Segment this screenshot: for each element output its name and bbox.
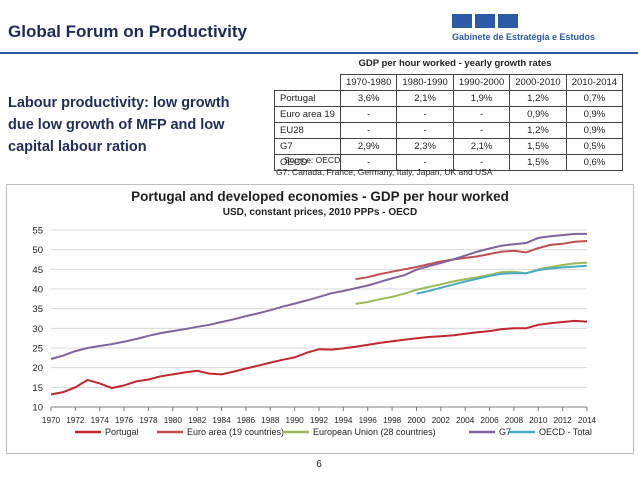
x-tick-label: 2006 bbox=[480, 416, 499, 425]
x-tick-label: 1994 bbox=[334, 416, 353, 425]
x-tick-label: 1974 bbox=[91, 416, 110, 425]
series-line bbox=[355, 240, 588, 281]
table-cell: - bbox=[339, 106, 398, 123]
table-cell: 0,5% bbox=[565, 138, 624, 155]
series-line bbox=[50, 319, 588, 396]
table-cell: 0,9% bbox=[565, 122, 624, 139]
table-header-cell bbox=[275, 75, 341, 91]
table-header-row: 1970-1980 1980-1990 1990-2000 2000-2010 2010… bbox=[275, 74, 624, 91]
table-cell: - bbox=[339, 122, 398, 139]
legend-label: Portugal bbox=[105, 427, 139, 437]
page-number: 6 bbox=[316, 459, 322, 470]
x-tick-label: 2004 bbox=[456, 416, 475, 425]
table-cell: 2,9% bbox=[339, 138, 398, 155]
y-tick-label: 55 bbox=[32, 226, 43, 237]
slide-subtitle: Labour productivity: low growth due low … bbox=[8, 95, 230, 155]
x-tick-label: 1970 bbox=[42, 416, 61, 425]
series-line bbox=[50, 232, 587, 360]
table-row: G7 2,9% 2,3% 2,1% 1,5% 0,5% bbox=[274, 138, 624, 155]
table-row-label: G7 bbox=[274, 138, 341, 155]
table-row: Euro area 19- - -0,9% 0,9% bbox=[274, 106, 624, 123]
y-tick-label: 30 bbox=[32, 324, 43, 335]
table-row-label: Portugal bbox=[274, 90, 341, 107]
slide-title: Global Forum on Productivity bbox=[8, 22, 247, 41]
table-cell: 0,9% bbox=[509, 106, 567, 123]
table-header-cell: 1970-1980 bbox=[339, 74, 398, 91]
x-tick-label: 1998 bbox=[383, 416, 402, 425]
table-source: Source: OECD bbox=[284, 155, 341, 165]
legend-label: G7 bbox=[499, 427, 511, 437]
x-tick-label: 1976 bbox=[115, 416, 134, 425]
table-row-label: OECD bbox=[274, 154, 341, 171]
table-row: OECD - - -1,5% 0,6% bbox=[274, 154, 624, 171]
table-cell: 0,6% bbox=[565, 154, 624, 171]
table-cell: - bbox=[396, 154, 454, 171]
table-cell: 1,2% bbox=[509, 90, 567, 107]
table-row: EU28- - -1,2% 0,9% bbox=[274, 122, 624, 139]
table-header-cell: 2000-2010 bbox=[509, 74, 567, 91]
x-tick-label: 1978 bbox=[139, 416, 158, 425]
table-cell: 0,7% bbox=[565, 90, 624, 107]
table-header-cell: 2010-2014 bbox=[565, 74, 624, 91]
table-cell: 1,5% bbox=[509, 154, 567, 171]
table-header-cell: 1980-1990 bbox=[396, 74, 454, 91]
table-cell: 2,3% bbox=[396, 138, 454, 155]
table-row-label: EU28 bbox=[274, 122, 341, 139]
y-tick-label: 20 bbox=[32, 363, 43, 374]
x-tick-label: 1980 bbox=[164, 416, 183, 425]
line-chart: Portugal and developed economies - GDP p… bbox=[32, 189, 597, 437]
y-tick-label: 25 bbox=[32, 344, 43, 355]
table-cell: 3,6% bbox=[339, 90, 398, 107]
series-line bbox=[416, 264, 588, 295]
table-cell: 1,2% bbox=[509, 122, 567, 139]
x-tick-label: 2012 bbox=[554, 416, 573, 425]
legend-label: OECD - Total bbox=[539, 427, 592, 437]
chart-subtitle: USD, constant prices, 2010 PPPs - OECD bbox=[223, 207, 418, 218]
logo-boxes-icon bbox=[452, 14, 521, 33]
y-tick-label: 40 bbox=[32, 285, 43, 296]
x-tick-label: 1996 bbox=[359, 416, 378, 425]
y-tick-label: 50 bbox=[32, 245, 43, 256]
x-tick-label: 1972 bbox=[66, 416, 85, 425]
x-tick-label: 1984 bbox=[212, 416, 231, 425]
table-cell: 1,5% bbox=[509, 138, 567, 155]
chart-title: Portugal and developed economies - GDP p… bbox=[131, 189, 509, 204]
x-tick-label: 1988 bbox=[261, 416, 280, 425]
x-tick-label: 2002 bbox=[432, 416, 451, 425]
table-cell: - bbox=[396, 106, 454, 123]
logo-text: Gabinete de Estratégia e Estudos bbox=[452, 32, 596, 42]
x-tick-label: 1982 bbox=[188, 416, 207, 425]
header-rule bbox=[0, 52, 638, 54]
y-tick-label: 35 bbox=[32, 304, 43, 315]
table-row: Portugal 3,6% 2,1% 1,9% 1,2% 0,7% bbox=[274, 90, 624, 107]
series-line bbox=[355, 261, 588, 305]
table-cell: 2,1% bbox=[452, 138, 511, 155]
x-tick-label: 2008 bbox=[505, 416, 524, 425]
y-tick-label: 45 bbox=[32, 265, 43, 276]
table-cell: 2,1% bbox=[396, 90, 454, 107]
table-row-label: Euro area 19 bbox=[274, 106, 341, 123]
x-tick-label: 2014 bbox=[578, 416, 597, 425]
table-cell: - bbox=[452, 106, 511, 123]
legend-label: European Union (28 countries) bbox=[313, 427, 436, 437]
table-note: G7: Canada, France, Germany, Italy, Japa… bbox=[276, 167, 493, 177]
table-header-cell: 1990-2000 bbox=[452, 74, 511, 91]
table-cell: - bbox=[452, 122, 511, 139]
x-tick-label: 1986 bbox=[237, 416, 256, 425]
table-cell: 1,9% bbox=[452, 90, 511, 107]
x-tick-label: 1990 bbox=[286, 416, 305, 425]
y-tick-label: 15 bbox=[32, 383, 43, 394]
x-tick-label: 1992 bbox=[310, 416, 329, 425]
legend-label: Euro area (19 countries) bbox=[187, 427, 284, 437]
table-title: GDP per hour worked - yearly growth rate… bbox=[358, 58, 552, 69]
logo: Gabinete de Estratégia e Estudos bbox=[452, 8, 632, 48]
table-cell: 0,9% bbox=[565, 106, 624, 123]
y-tick-label: 10 bbox=[32, 403, 43, 414]
growth-table: 1970-1980 1980-1990 1990-2000 2000-2010 2010… bbox=[274, 74, 624, 171]
table-cell: - bbox=[396, 122, 454, 139]
x-tick-label: 2010 bbox=[529, 416, 548, 425]
chart-frame: Portugal and developed economies - GDP p… bbox=[6, 184, 634, 454]
x-tick-label: 2000 bbox=[407, 416, 426, 425]
